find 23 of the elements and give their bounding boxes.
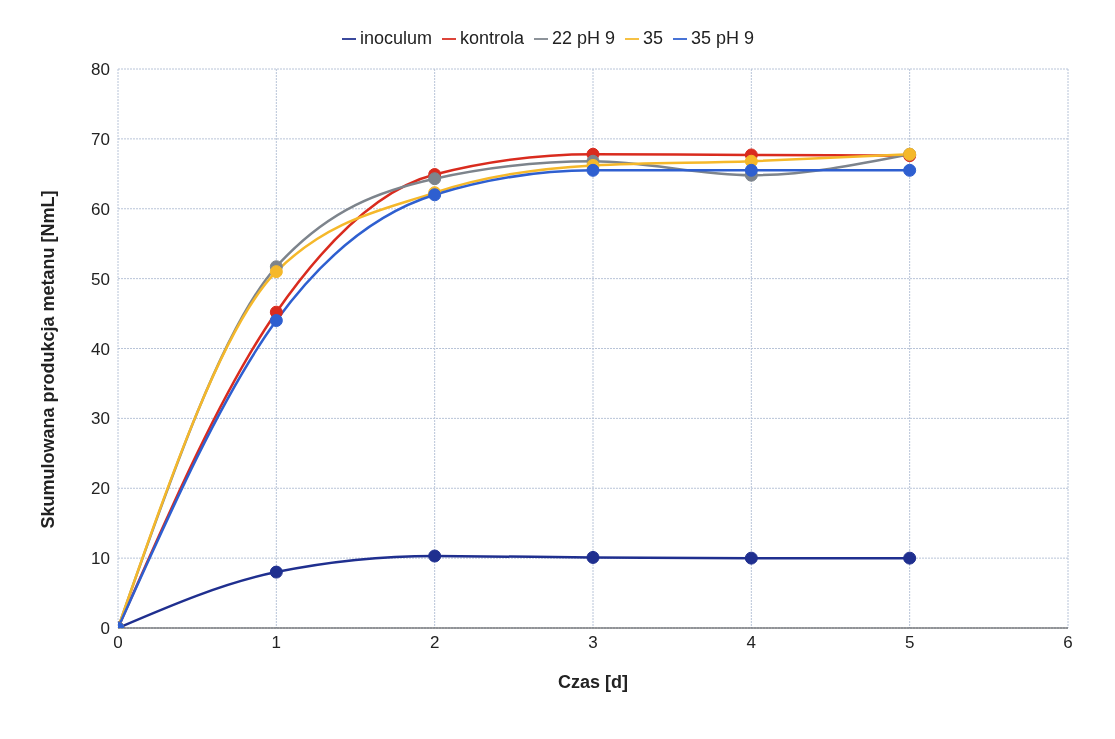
legend-label: 22 pH 9 <box>551 28 616 48</box>
x-tick-label: 3 <box>588 633 598 653</box>
y-tick-label: 0 <box>100 619 110 639</box>
y-tick-label: 10 <box>91 549 110 569</box>
y-tick-label: 60 <box>91 199 110 219</box>
x-axis-title: Czas [d] <box>557 672 629 692</box>
y-axis-title: Skumulowana produkcja metanu [NmL] <box>38 190 59 529</box>
x-tick-label: 4 <box>746 633 757 653</box>
legend-label: 35 <box>643 28 664 48</box>
legend-label: kontrola <box>459 28 524 48</box>
y-tick-label: 50 <box>91 269 110 289</box>
legend-label: 35 pH 9 <box>691 28 755 48</box>
y-tick-label: 80 <box>91 60 110 80</box>
x-tick-label: 2 <box>429 633 440 653</box>
legend-label: inoculum <box>359 28 432 48</box>
y-tick-label: 70 <box>91 129 110 149</box>
x-tick-label: 6 <box>1063 633 1073 653</box>
y-tick-label: 20 <box>91 479 110 499</box>
x-tick-label: 0 <box>113 633 123 653</box>
y-tick-label: 40 <box>91 339 110 359</box>
x-tick-label: 5 <box>904 633 915 653</box>
y-tick-label: 30 <box>91 409 110 429</box>
x-tick-label: 1 <box>271 633 282 653</box>
